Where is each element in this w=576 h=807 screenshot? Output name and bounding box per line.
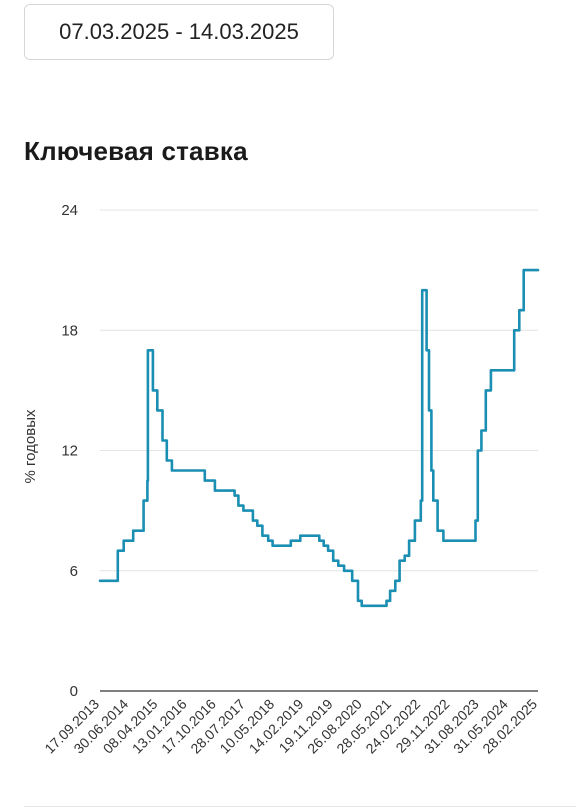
y-tick-label: 12 xyxy=(61,443,78,460)
y-tick-label: 6 xyxy=(70,563,78,580)
date-range-picker[interactable]: 07.03.2025 - 14.03.2025 xyxy=(24,4,334,60)
chart-title: Ключевая ставка xyxy=(24,136,248,166)
y-tick-label: 24 xyxy=(61,202,78,219)
key-rate-series-line xyxy=(98,268,540,608)
y-tick-label: 18 xyxy=(61,322,78,339)
y-axis-title: % годовых xyxy=(22,409,39,484)
date-range-label: 07.03.2025 - 14.03.2025 xyxy=(59,19,299,44)
y-tick-label: 0 xyxy=(70,683,78,700)
